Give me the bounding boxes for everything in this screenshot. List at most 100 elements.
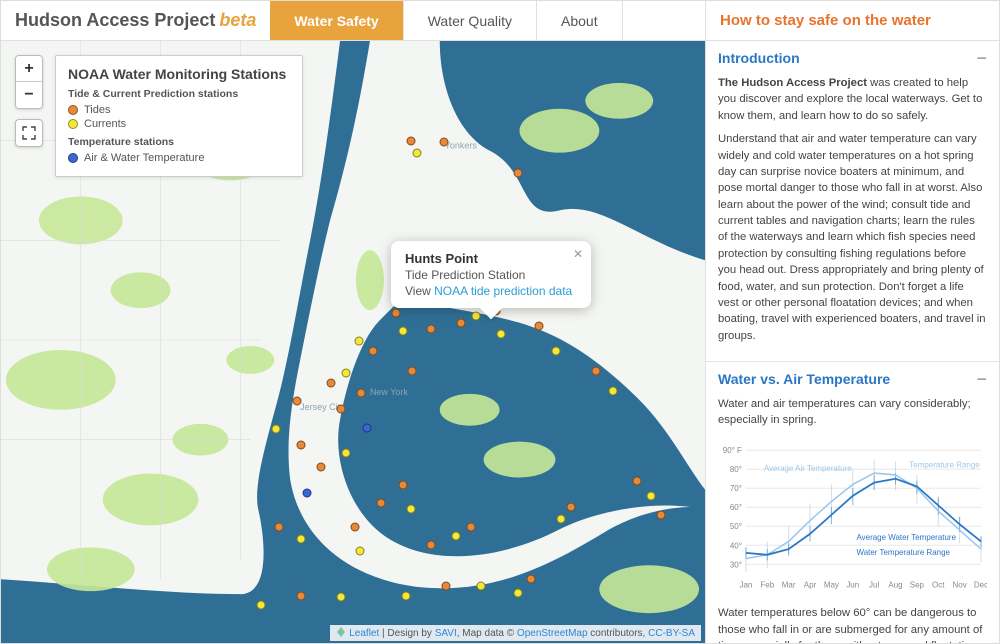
map-marker[interactable] — [497, 330, 506, 339]
map-marker[interactable] — [407, 505, 416, 514]
svg-text:Average Air Temperature: Average Air Temperature — [764, 464, 852, 473]
map-marker[interactable] — [514, 589, 523, 598]
map-marker[interactable] — [527, 575, 536, 584]
map-marker[interactable] — [293, 397, 302, 406]
svg-text:Jul: Jul — [869, 580, 879, 589]
map-marker[interactable] — [363, 424, 372, 433]
attribution-link[interactable]: CC-BY-SA — [648, 628, 695, 639]
section-temp: Water vs. Air Temperature−Water and air … — [706, 362, 999, 643]
map-marker[interactable] — [427, 325, 436, 334]
section-header[interactable]: Introduction− — [706, 41, 999, 75]
collapse-icon: − — [976, 370, 987, 388]
map-marker[interactable] — [327, 379, 336, 388]
svg-text:Oct: Oct — [932, 580, 945, 589]
map-marker[interactable] — [609, 387, 618, 396]
map-marker[interactable] — [402, 592, 411, 601]
section-intro: Introduction−The Hudson Access Project w… — [706, 41, 999, 362]
map-marker[interactable] — [297, 441, 306, 450]
svg-text:Water Temperature Range: Water Temperature Range — [856, 548, 950, 557]
svg-text:40°: 40° — [730, 541, 742, 550]
map-marker[interactable] — [514, 169, 523, 178]
map-marker[interactable] — [633, 477, 642, 486]
svg-text:50°: 50° — [730, 522, 742, 531]
tab-safety[interactable]: Water Safety — [270, 1, 403, 40]
map-marker[interactable] — [407, 137, 416, 146]
attribution-link[interactable]: Leaflet — [349, 628, 379, 639]
leaflet-icon — [336, 627, 346, 637]
body: Jersey City New York Yonkers + − NOAA Wa… — [1, 41, 999, 643]
map-marker[interactable] — [392, 309, 401, 318]
map-marker[interactable] — [567, 503, 576, 512]
fullscreen-button[interactable] — [15, 119, 43, 147]
popup-link[interactable]: NOAA tide prediction data — [434, 284, 572, 298]
svg-text:May: May — [824, 580, 839, 589]
map-label: New York — [370, 387, 408, 397]
map-marker[interactable] — [297, 592, 306, 601]
map-marker[interactable] — [457, 319, 466, 328]
map-marker[interactable] — [427, 541, 436, 550]
section-body: Water and air temperatures can vary cons… — [706, 396, 999, 643]
map-label: Yonkers — [445, 141, 478, 151]
svg-text:Aug: Aug — [888, 580, 902, 589]
map-marker[interactable] — [342, 369, 351, 378]
map-marker[interactable] — [399, 481, 408, 490]
map-marker[interactable] — [297, 535, 306, 544]
sidebar-title: How to stay safe on the water — [705, 1, 999, 40]
map-marker[interactable] — [452, 532, 461, 541]
svg-text:30°: 30° — [730, 560, 742, 569]
zoom-out-button[interactable]: − — [16, 82, 42, 108]
svg-text:Jun: Jun — [846, 580, 859, 589]
map-attribution: Leaflet | Design by SAVI, Map data © Ope… — [330, 625, 701, 641]
map-marker[interactable] — [272, 425, 281, 434]
map-marker[interactable] — [357, 389, 366, 398]
map-marker[interactable] — [477, 582, 486, 591]
map-marker[interactable] — [440, 138, 449, 147]
collapse-icon: − — [976, 49, 987, 67]
map-marker[interactable] — [535, 322, 544, 331]
map-marker[interactable] — [351, 523, 360, 532]
map-marker[interactable] — [369, 347, 378, 356]
map-marker[interactable] — [317, 463, 326, 472]
map[interactable]: Jersey City New York Yonkers + − NOAA Wa… — [1, 41, 705, 643]
close-icon[interactable]: ✕ — [573, 247, 583, 261]
map-marker[interactable] — [413, 149, 422, 158]
svg-text:Average Water Temperature: Average Water Temperature — [856, 533, 956, 542]
section-header[interactable]: Water vs. Air Temperature− — [706, 362, 999, 396]
legend-title: NOAA Water Monitoring Stations — [68, 66, 290, 82]
zoom-in-button[interactable]: + — [16, 56, 42, 82]
legend-item: Tides — [68, 104, 290, 116]
map-marker[interactable] — [257, 601, 266, 610]
map-marker[interactable] — [356, 547, 365, 556]
map-marker[interactable] — [442, 582, 451, 591]
header: Hudson Access Project beta Water SafetyW… — [1, 1, 999, 41]
map-marker[interactable] — [657, 511, 666, 520]
map-marker[interactable] — [408, 367, 417, 376]
map-marker[interactable] — [355, 337, 364, 346]
svg-text:Sep: Sep — [910, 580, 925, 589]
map-marker[interactable] — [342, 449, 351, 458]
map-marker[interactable] — [647, 492, 656, 501]
svg-text:90° F: 90° F — [723, 446, 742, 455]
attribution-link[interactable]: OpenStreetMap — [517, 628, 588, 639]
tab-quality[interactable]: Water Quality — [404, 1, 537, 40]
map-marker[interactable] — [399, 327, 408, 336]
map-marker[interactable] — [303, 489, 312, 498]
map-marker[interactable] — [377, 499, 386, 508]
sidebar[interactable]: Introduction−The Hudson Access Project w… — [705, 41, 999, 643]
map-marker[interactable] — [552, 347, 561, 356]
popup-subtitle: Tide Prediction Station — [405, 268, 577, 282]
map-marker[interactable] — [337, 593, 346, 602]
attribution-link[interactable]: SAVI — [435, 628, 457, 639]
map-marker[interactable] — [592, 367, 601, 376]
map-marker[interactable] — [467, 523, 476, 532]
brand: Hudson Access Project beta — [1, 1, 270, 40]
map-marker[interactable] — [472, 312, 481, 321]
map-marker[interactable] — [275, 523, 284, 532]
tab-about[interactable]: About — [537, 1, 623, 40]
svg-text:80°: 80° — [730, 465, 742, 474]
map-marker[interactable] — [337, 405, 346, 414]
tabs: Water SafetyWater QualityAbout — [270, 1, 705, 40]
fullscreen-icon — [22, 126, 36, 140]
svg-text:Temperature Range: Temperature Range — [909, 460, 980, 469]
map-marker[interactable] — [557, 515, 566, 524]
